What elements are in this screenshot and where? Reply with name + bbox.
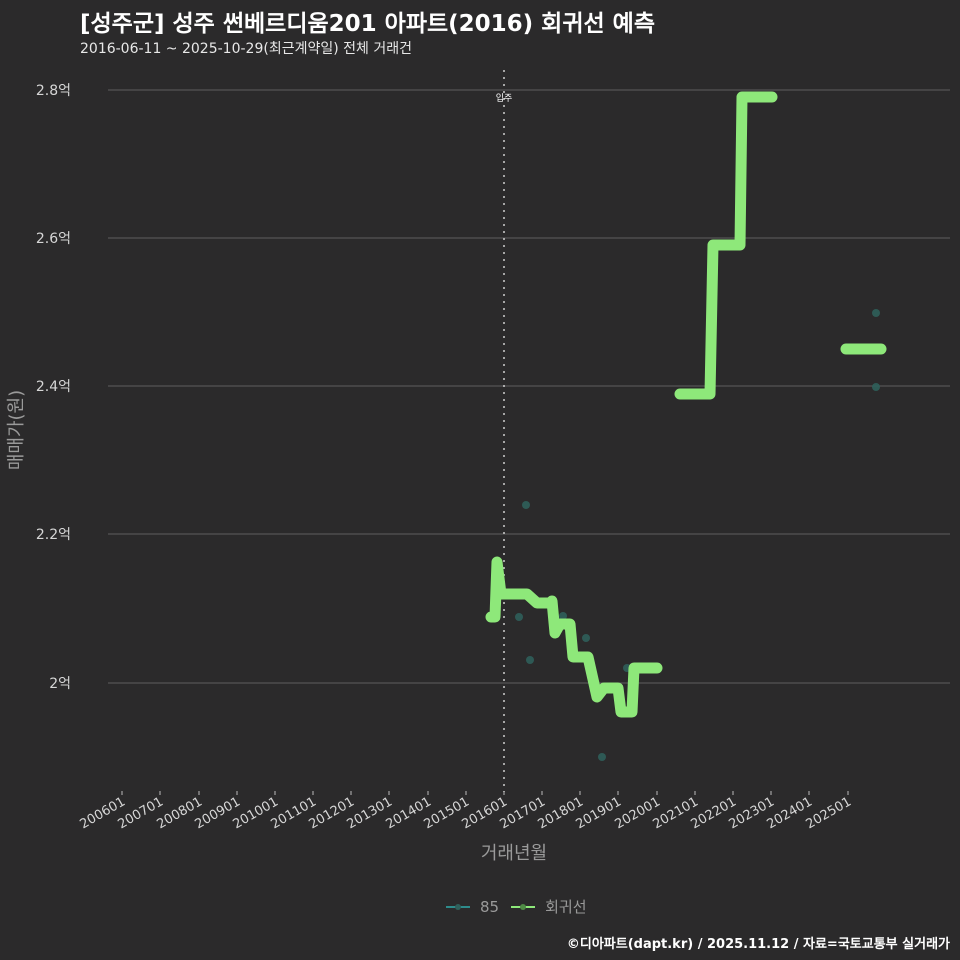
legend: 85 회귀선 — [446, 896, 587, 917]
move-in-label: 입주 — [496, 92, 513, 104]
regression-line — [485, 91, 887, 718]
chart-subtitle: 2016-06-11 ~ 2025-10-29(최근계약일) 전체 거래건 — [80, 41, 412, 57]
footer-credit: ©디아파트(dapt.kr) / 2025.11.12 / 자료=국토교통부 실… — [566, 937, 950, 952]
y-axis-title: 매매가(원) — [6, 390, 27, 470]
y-tick-label: 2억 — [49, 676, 71, 692]
y-tick-label: 2.6억 — [36, 231, 71, 247]
chart-title: [성주군] 성주 썬베르디움201 아파트(2016) 회귀선 예측 — [80, 11, 655, 37]
y-tick-label: 2.2억 — [36, 527, 71, 543]
x-tick-label: 202501 — [804, 794, 854, 832]
scatter-points-85 — [515, 309, 880, 761]
legend-key-icon — [511, 902, 536, 912]
legend-label: 회귀선 — [545, 898, 587, 916]
y-axis: 2.8억 2.6억 2.4억 2.2억 2억 — [36, 83, 71, 692]
x-tick-marks — [121, 791, 849, 795]
y-tick-label: 2.4억 — [36, 379, 71, 395]
x-axis: 200601 200701 200801 200901 201001 20110… — [78, 794, 854, 832]
x-axis-title: 거래년월 — [481, 843, 547, 864]
gridlines — [108, 89, 950, 684]
legend-item-85: 85 — [446, 898, 499, 916]
legend-key-icon — [446, 902, 470, 912]
y-tick-label: 2.8억 — [36, 83, 71, 99]
legend-label: 85 — [480, 897, 500, 916]
legend-item-regression: 회귀선 — [511, 896, 587, 917]
